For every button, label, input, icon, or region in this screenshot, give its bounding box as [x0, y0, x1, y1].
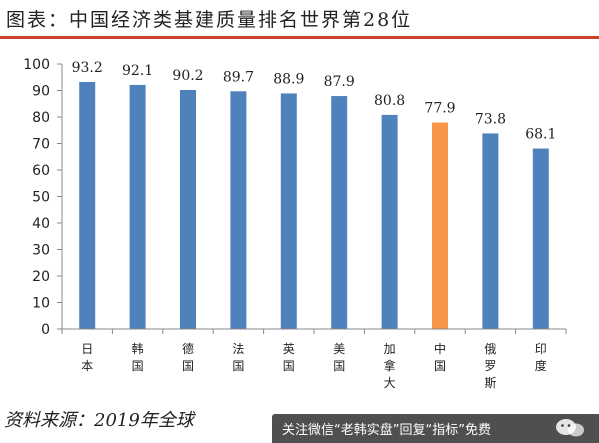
bar-value-label: 80.8 [374, 93, 405, 109]
x-tick-label: 英国 [283, 342, 295, 373]
y-tick-label: 50 [32, 190, 50, 206]
title-rule [0, 36, 599, 39]
bars [79, 82, 549, 329]
y-tick-label: 70 [32, 137, 50, 153]
y-tick-label: 10 [32, 296, 50, 312]
x-tick-label: 中国 [434, 341, 446, 373]
x-tick-label: 印度 [535, 342, 547, 373]
x-axis: 日本 韩国 德国 法国 英国 美国 加拿大 中国 俄罗斯 印度 [61, 328, 567, 390]
source-note: 资料来源：2019年全球 [4, 410, 194, 431]
x-tick-label: 加拿大 [384, 342, 396, 390]
y-tick-label: 0 [41, 322, 50, 338]
overlay-text: 关注微信“老韩实盘”回复“指标”免费 [282, 423, 491, 438]
y-tick-label: 90 [32, 84, 50, 100]
bar-value-label: 87.9 [324, 74, 355, 90]
bar-value-label: 68.1 [525, 127, 556, 143]
bar [532, 148, 549, 329]
title-band: 图表：中国经济类基建质量排名世界第28位 [0, 0, 599, 34]
bar [129, 84, 146, 329]
y-tick-label: 60 [32, 163, 50, 179]
value-labels: 93.2 92.1 90.2 89.7 88.9 87.9 80.8 77.9 73.8 68.1 [72, 60, 557, 143]
y-tick-label: 20 [32, 269, 50, 285]
bar-value-label: 89.7 [223, 69, 254, 85]
y-tick-label: 30 [32, 243, 50, 259]
x-tick-label: 德国 [182, 341, 194, 373]
chart-title: 图表：中国经济类基建质量排名世界第28位 [6, 9, 413, 31]
x-tick-label: 韩国 [132, 341, 144, 373]
bar-value-label: 88.9 [273, 71, 304, 87]
y-axis: 0 10 20 30 40 50 60 70 80 90 100 [23, 57, 63, 338]
x-tick-label: 俄罗斯 [484, 342, 496, 390]
bar [280, 93, 297, 329]
bar [381, 114, 398, 329]
x-tick-label: 日本 [81, 342, 93, 373]
bar-value-label: 77.9 [424, 101, 455, 117]
wechat-icon [556, 419, 584, 437]
bar-value-label: 92.1 [122, 63, 153, 79]
x-tick-label: 法国 [232, 342, 244, 373]
bar [482, 133, 499, 329]
y-tick-label: 80 [32, 110, 50, 126]
bar-value-label: 73.8 [475, 111, 506, 127]
bar-chart: 0 10 20 30 40 50 60 70 80 90 100 93.2 92.1 90.2 89.7 8… [23, 57, 567, 390]
bar [432, 122, 448, 329]
wechat-overlay-banner[interactable]: 关注微信“老韩实盘”回复“指标”免费 [272, 414, 599, 443]
y-tick-label: 40 [32, 216, 50, 232]
bar [331, 96, 348, 329]
y-tick-label: 100 [23, 57, 50, 73]
bar [79, 82, 96, 329]
bar [180, 89, 196, 329]
bar-value-label: 93.2 [72, 60, 103, 76]
bar-value-label: 90.2 [172, 68, 203, 84]
x-tick-label: 美国 [333, 342, 345, 373]
bar [230, 91, 247, 329]
